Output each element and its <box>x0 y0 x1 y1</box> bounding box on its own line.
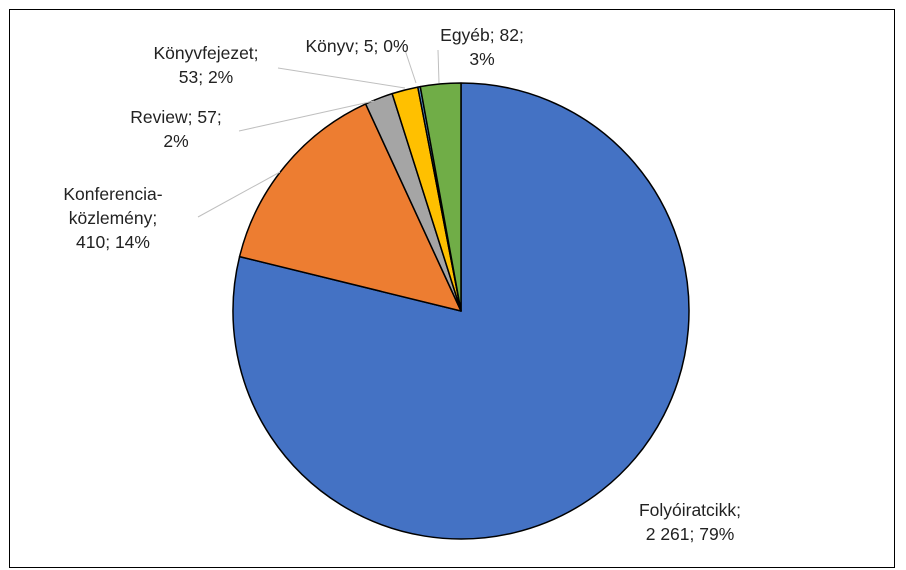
leader-line <box>238 100 375 132</box>
data-label: Könyvfejezet; 53; 2% <box>153 43 258 87</box>
data-label-line: 53; 2% <box>179 67 233 87</box>
pie-slice-konferencia-közlemény <box>238 103 462 312</box>
data-label-line: Könyvfejezet; <box>153 43 258 63</box>
data-label-line: közlemény; <box>69 208 158 228</box>
data-label-line: 2 261; 79% <box>646 524 735 544</box>
leader-line <box>437 49 440 84</box>
data-label-line: Könyv; 5; 0% <box>305 36 408 56</box>
data-label: Review; 57; 2% <box>130 107 221 151</box>
data-label: Folyóiratcikk; 2 261; 79% <box>639 500 741 544</box>
data-label-line: 410; 14% <box>76 232 150 252</box>
leader-line <box>197 171 281 218</box>
pie-slice-egyéb <box>419 82 462 312</box>
data-label-line: Folyóiratcikk; <box>639 500 741 520</box>
data-label: Konferencia-közlemény; 410; 14% <box>63 184 162 252</box>
data-label: Egyéb; 82; 3% <box>440 25 524 69</box>
data-label-line: Egyéb; 82; <box>440 25 524 45</box>
data-label: Könyv; 5; 0% <box>305 36 408 56</box>
leader-line <box>277 67 406 89</box>
data-label-line: 3% <box>469 49 494 69</box>
data-label-line: Konferencia- <box>63 184 162 204</box>
data-label-line: Review; 57; <box>130 107 221 127</box>
leader-line <box>404 49 417 84</box>
data-label-line: 2% <box>163 131 188 151</box>
